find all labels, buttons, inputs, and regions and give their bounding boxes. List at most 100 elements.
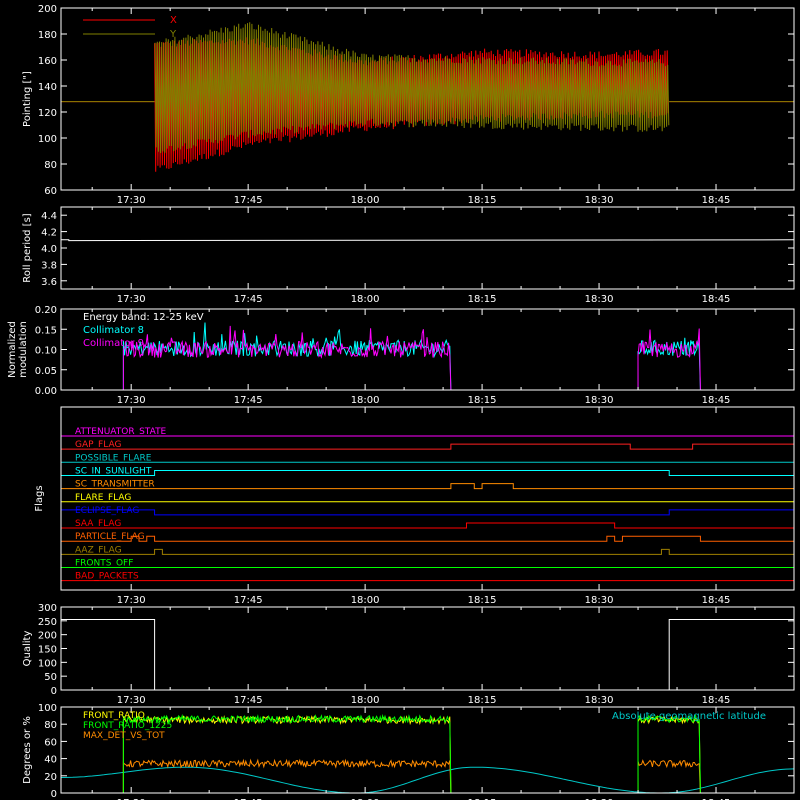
x-tick-label: 17:30: [117, 294, 146, 305]
x-tick-label: 17:45: [234, 798, 263, 800]
panel-flags: ATTENUATOR_STATE GAP_FLAG POSSIBLE_FLARE SC…: [34, 406, 795, 606]
y-tick-label: 0.20: [35, 305, 57, 316]
x-tick-label: 17:30: [117, 798, 146, 800]
y-axis-label: Roll period [s]: [22, 213, 33, 282]
y-tick-label: 0: [51, 686, 57, 697]
x-tick-label: 18:15: [468, 695, 497, 706]
y-tick-label: 160: [38, 56, 57, 67]
flag-label-aaz_flag: AAZ_FLAG: [75, 545, 122, 555]
panel-degrees: 17:30 17:45 18:00 18:15 18:30 18:45 0 20 40 60 80 1…: [22, 703, 795, 800]
flag-label-saa_flag: SAA_FLAG: [75, 519, 121, 529]
panel-pointing: 17:30 17:45 18:00 18:15 18:30 18:45 60 80 100 120…: [22, 4, 795, 206]
y-tick-label: 80: [44, 160, 57, 171]
y-tick-label: 120: [38, 108, 57, 119]
y-tick-label: 50: [44, 672, 57, 683]
y-tick-label: 180: [38, 30, 57, 41]
y-tick-label: 200: [38, 4, 57, 15]
y-tick-label: 60: [44, 186, 57, 197]
flag-label-attenuator_state: ATTENUATOR_STATE: [75, 427, 167, 437]
x-tick-label: 18:30: [585, 195, 614, 206]
x-tick-label: 18:00: [351, 595, 380, 606]
y-tick-label: 4.4: [41, 211, 57, 222]
legend-label-front-ratio: FRONT_RATIO: [83, 711, 145, 721]
x-tick-label: 18:00: [351, 798, 380, 800]
x-tick-label: 18:30: [585, 395, 614, 406]
x-tick-label: 17:45: [234, 195, 263, 206]
y-tick-label: 0.10: [35, 346, 57, 357]
y-tick-label: 3.8: [41, 260, 57, 271]
legend-label-collimator8: Collimator 8: [83, 325, 144, 336]
y-tick-label: 0: [51, 789, 57, 800]
x-tick-label: 17:30: [117, 695, 146, 706]
flag-label-bad_packets: BAD_PACKETS: [75, 572, 139, 582]
x-tick-label: 18:15: [468, 798, 497, 800]
panel-roll-period: 17:30 17:45 18:00 18:15 18:30 18:45 3.6 3.8 4.0 4…: [22, 206, 795, 305]
y-tick-label: 60: [44, 737, 57, 748]
x-tick-label: 18:00: [351, 695, 380, 706]
y-tick-label: 200: [38, 631, 57, 642]
y-tick-label: 250: [38, 617, 57, 628]
y-tick-label: 0.00: [35, 386, 57, 397]
legend-label-front-ratio-1225: FRONT_RATIO_1225: [83, 721, 172, 731]
x-tick-label: 18:45: [702, 395, 731, 406]
x-tick-label: 17:45: [234, 395, 263, 406]
x-tick-label: 18:00: [351, 395, 380, 406]
y-tick-label: 20: [44, 772, 57, 783]
y-tick-label: 150: [38, 645, 57, 656]
roll-period-line: [61, 239, 795, 242]
x-tick-label: 18:30: [585, 595, 614, 606]
panel-modulation: 17:30 17:45 18:00 18:15 18:30 18:45 0.00 0.05 0.…: [7, 305, 795, 406]
flag-line-gap_flag: [61, 443, 795, 450]
flag-label-eclipse_flag: ECLIPSE_FLAG: [75, 506, 139, 516]
legend-label-y: Y: [169, 29, 177, 40]
panel-quality: 17:30 17:45 18:00 18:15 18:30 18:45 0 50 100 150 2…: [22, 603, 795, 706]
series-y-oscillation: [154, 22, 670, 154]
x-tick-label: 18:45: [702, 798, 731, 800]
x-tick-label: 17:45: [234, 294, 263, 305]
x-tick-label: 18:45: [702, 595, 731, 606]
y-tick-label: 100: [38, 134, 57, 145]
y-axis-label: Flags: [34, 485, 45, 511]
panels: 17:30 17:45 18:00 18:15 18:30 18:45 60 80 100 120…: [7, 4, 795, 800]
flag-label-gap_flag: GAP_FLAG: [75, 440, 121, 450]
flag-line-sc_in_sunlight: [61, 469, 794, 476]
panel-frame: [60, 7, 795, 191]
x-tick-label: 18:15: [468, 294, 497, 305]
y-tick-label: 140: [38, 82, 57, 93]
flag-label-sc_in_sunlight: SC_IN_SUNLIGHT: [75, 466, 152, 476]
energy-band-annotation: Energy band: 12-25 keV: [83, 312, 204, 323]
x-tick-label: 18:00: [351, 294, 380, 305]
y-tick-label: 300: [38, 603, 57, 614]
x-tick-label: 18:45: [702, 695, 731, 706]
legend-label-max-det-vs-tot: MAX_DET_VS_TOT: [83, 731, 165, 741]
flag-label-possible_flare: POSSIBLE_FLARE: [75, 453, 152, 463]
y-tick-label: 4.0: [41, 244, 57, 255]
x-tick-label: 17:45: [234, 695, 263, 706]
x-tick-label: 18:15: [468, 195, 497, 206]
y-tick-label: 0.15: [35, 325, 57, 336]
y-tick-label: 100: [38, 703, 57, 714]
y-tick-label: 3.6: [41, 277, 57, 288]
y-axis-label: Degrees or %: [22, 716, 33, 784]
flag-label-particle_flag: PARTICLE_FLAG: [75, 532, 145, 542]
x-tick-label: 17:30: [117, 395, 146, 406]
flag-line-saa_flag: [61, 522, 794, 529]
y-tick-label: 4.2: [41, 228, 57, 239]
x-tick-label: 18:30: [585, 798, 614, 800]
flag-line-sc_transmitter: [61, 483, 794, 490]
x-tick-label: 18:45: [702, 195, 731, 206]
panel-frame: [60, 706, 795, 794]
x-tick-label: 17:30: [117, 595, 146, 606]
flag-line-particle_flag: [61, 535, 794, 542]
geomag-latitude-label: Absolute geomagnetic latitude: [612, 711, 766, 722]
x-tick-label: 18:15: [468, 395, 497, 406]
x-tick-label: 17:30: [117, 195, 146, 206]
y-tick-label: 0.05: [35, 366, 57, 377]
y-axis-label: Pointing ["]: [22, 71, 33, 127]
legend-label-x: X: [170, 15, 177, 26]
x-tick-label: 18:30: [585, 294, 614, 305]
panel-frame: [60, 406, 795, 591]
y-tick-label: 100: [38, 658, 57, 669]
